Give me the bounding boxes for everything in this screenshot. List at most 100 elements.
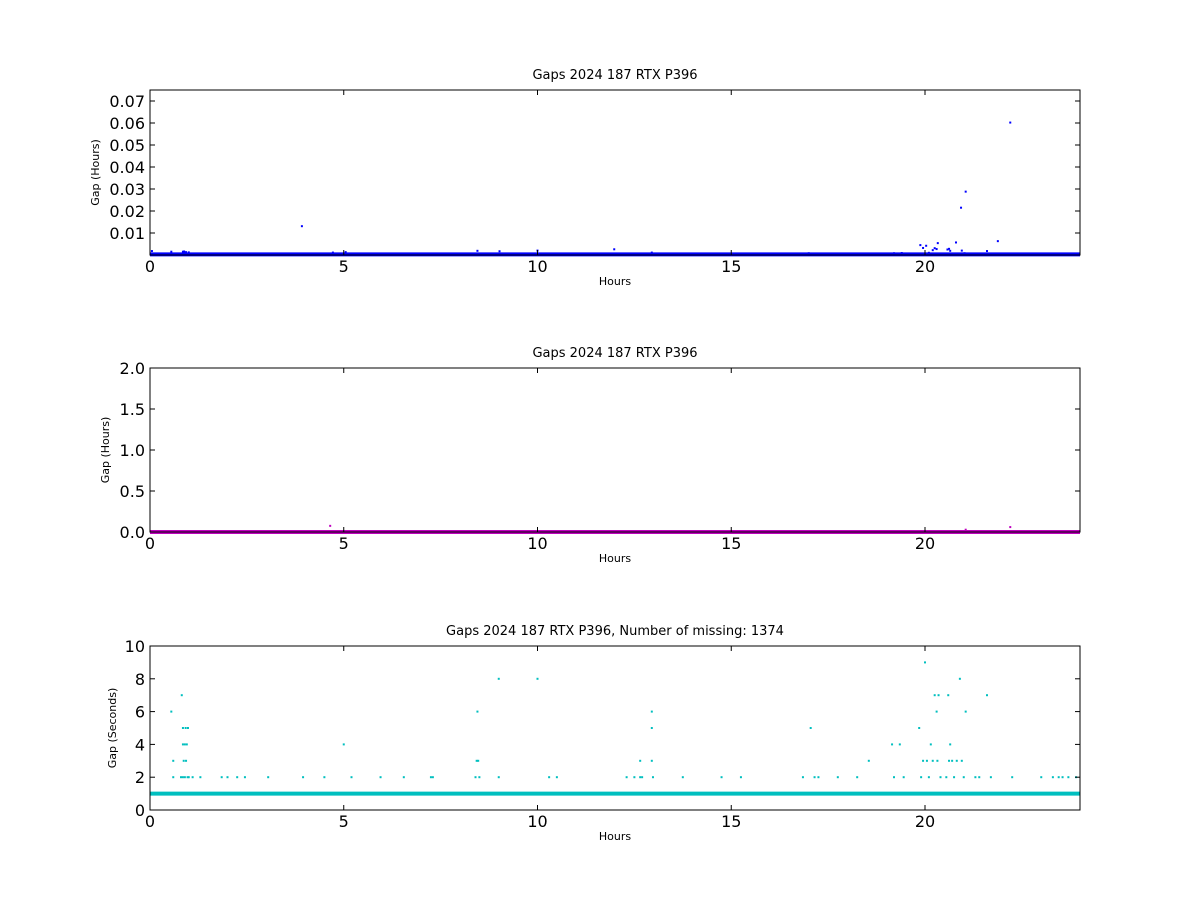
data-point [474,776,477,779]
data-point [960,206,963,209]
data-point [475,759,478,762]
data-point [185,759,188,762]
x-tick-label: 0 [145,812,155,831]
chart-title: Gaps 2024 187 RTX P396 [532,346,697,361]
x-tick-label: 20 [915,534,935,553]
chart-panel-1: Gaps 2024 187 RTX P396 0 5 10 15 20 0.01 0.02 0.… [89,68,1081,288]
data-point [933,247,936,250]
data-point [951,759,954,762]
x-tick-label: 10 [527,812,547,831]
data-point [836,776,839,779]
data-point [181,743,184,746]
y-tick-label: 10 [125,637,145,656]
data-point [323,776,326,779]
data-point [1011,776,1014,779]
x-tick-label: 15 [721,534,741,553]
y-axis-label: Gap (Hours) [89,139,102,206]
data-point [1040,776,1043,779]
data-point [172,759,175,762]
y-tick-label: 2.0 [120,359,145,378]
data-point [641,776,644,779]
data-point [191,776,194,779]
data-point [937,694,940,697]
data-point [181,776,184,779]
data-point [963,252,966,255]
data-point [226,776,229,779]
data-point [1051,776,1054,779]
chart-title: Gaps 2024 187 RTX P396, Number of missin… [446,624,784,639]
data-point [182,759,185,762]
x-axis-label: Hours [599,552,631,565]
data-point [650,251,653,254]
y-tick-label: 8 [135,670,145,689]
data-point [935,710,938,713]
data-point [650,759,653,762]
x-tick-label: 15 [721,812,741,831]
data-point [342,743,345,746]
data-point [187,251,190,254]
data-point [955,759,958,762]
data-point [183,743,186,746]
data-point [893,252,895,255]
y-axis-label: Gap (Seconds) [106,688,119,769]
data-point [170,250,173,253]
data-point [477,759,480,762]
data-point [478,776,481,779]
data-point [536,677,539,680]
data-point [947,694,950,697]
data-point [181,250,184,253]
y-tick-label: 0.01 [109,224,145,243]
data-point [429,776,432,779]
data-point [960,759,963,762]
data-point [949,743,952,746]
data-point [498,250,501,253]
data-point [236,776,239,779]
data-point [172,776,175,779]
data-point [180,776,182,779]
data-point [331,251,334,254]
data-point [936,242,939,245]
x-tick-label: 5 [339,534,349,553]
data-point [813,776,816,779]
x-axis-label: Hours [599,275,631,288]
data-point [181,727,184,729]
data-point [927,776,930,779]
plot-frame [149,89,1081,256]
data-point [180,694,183,697]
data-point [650,710,653,713]
data-point [170,710,173,713]
data-point [329,524,332,527]
data-point [302,776,305,779]
data-point [625,776,628,779]
y-tick-label: 6 [135,703,145,722]
data-point [379,776,382,779]
data-point [964,190,967,193]
data-point [953,776,956,779]
data-point [919,244,922,247]
data-point [497,776,500,779]
data-point [931,759,934,762]
data-point [183,250,186,253]
data-point [220,776,223,779]
data-point [958,677,961,680]
data-point [891,743,894,746]
data-point [186,727,189,729]
x-tick-label: 5 [339,257,349,276]
x-tick-label: 20 [915,257,935,276]
data-point [187,776,190,779]
data-point [548,776,551,779]
data-point [243,776,246,779]
data-point [962,776,965,779]
data-point [948,759,951,762]
data-point [929,743,932,746]
data-point [986,250,988,253]
data-point [681,776,684,779]
data-point [150,250,153,253]
data-point [867,759,870,762]
data-point [986,694,988,697]
data-point [476,249,479,252]
chart-panel-3: Gaps 2024 187 RTX P396, Number of missin… [106,624,1081,843]
x-tick-label: 20 [915,812,935,831]
data-point [924,661,926,664]
